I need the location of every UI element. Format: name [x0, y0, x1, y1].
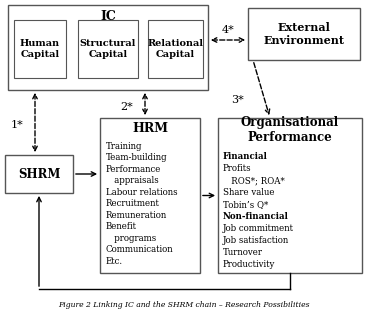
- Text: 1*: 1*: [11, 120, 24, 130]
- Bar: [218, 118, 362, 273]
- Text: Profits: Profits: [223, 164, 252, 173]
- Text: Organisational
Performance: Organisational Performance: [241, 116, 339, 144]
- Text: Turnover: Turnover: [223, 248, 263, 257]
- Text: 3*: 3*: [231, 95, 244, 105]
- Text: Job commitment: Job commitment: [223, 224, 294, 233]
- Text: Financial: Financial: [223, 152, 268, 161]
- Text: 2*: 2*: [121, 102, 133, 112]
- Text: Relational
Capital: Relational Capital: [148, 39, 204, 59]
- Bar: [248, 8, 360, 60]
- Text: ROS*; ROA*: ROS*; ROA*: [223, 176, 285, 185]
- Bar: [14, 20, 66, 78]
- Bar: [5, 155, 73, 193]
- Text: Job satisfaction: Job satisfaction: [223, 236, 289, 245]
- Bar: [148, 20, 203, 78]
- Text: Human
Capital: Human Capital: [20, 39, 60, 59]
- Text: Share value: Share value: [223, 188, 275, 197]
- Bar: [8, 5, 208, 90]
- Bar: [78, 20, 138, 78]
- Text: Non-financial: Non-financial: [223, 212, 289, 221]
- Text: Training
Team-building
Performance
   appraisals
Labour relations
Recruitment
Re: Training Team-building Performance appra…: [106, 142, 178, 266]
- Text: External
Environment: External Environment: [263, 22, 344, 46]
- Text: IC: IC: [100, 11, 116, 23]
- Text: Structural
Capital: Structural Capital: [80, 39, 136, 59]
- Text: Figure 2 Linking IC and the SHRM chain – Research Possibilities: Figure 2 Linking IC and the SHRM chain –…: [58, 301, 310, 309]
- Text: Tobin’s Q*: Tobin’s Q*: [223, 200, 268, 209]
- Text: SHRM: SHRM: [18, 168, 60, 181]
- Text: HRM: HRM: [132, 121, 168, 134]
- Text: 4*: 4*: [222, 25, 234, 35]
- Text: Productivity: Productivity: [223, 260, 275, 269]
- Bar: [100, 118, 200, 273]
